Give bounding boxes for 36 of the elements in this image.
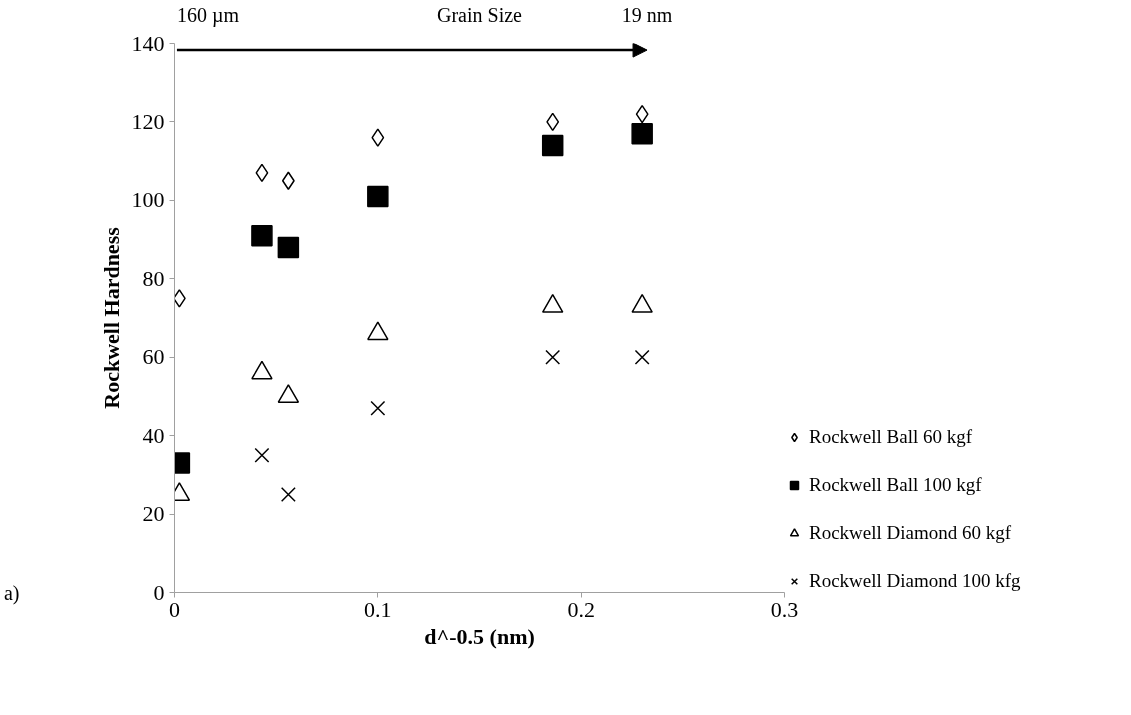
y-tick-label: 80 [142, 265, 165, 291]
point [635, 104, 649, 124]
legend-label: Rockwell Ball 100 kgf [809, 474, 982, 496]
point [631, 122, 653, 145]
y-tick-label: 40 [142, 422, 165, 448]
x-tick-label: 0.2 [567, 596, 595, 622]
point [255, 163, 269, 183]
x-axis-title: d^-0.5 (nm) [424, 623, 535, 649]
point [545, 349, 561, 365]
point [281, 171, 295, 190]
x-tick-label: 0.1 [364, 596, 392, 622]
legend-label: Rockwell Diamond 100 kfg [809, 570, 1021, 592]
legend-label: Rockwell Ball 60 kgf [809, 426, 973, 448]
text: 160 µm [177, 3, 240, 27]
y-tick-label: 140 [131, 30, 165, 56]
legend-label: Rockwell Diamond 60 kgf [809, 522, 1012, 544]
point [371, 128, 385, 147]
y-tick-label: 0 [153, 579, 165, 605]
y-tick-label: 20 [142, 501, 165, 527]
point [254, 447, 270, 463]
text: Grain Size [437, 3, 523, 26]
point [546, 112, 560, 132]
y-tick-label: 100 [131, 187, 165, 213]
point [634, 349, 650, 365]
text: a) [3, 581, 20, 605]
point [370, 400, 386, 416]
y-axis-title: Rockwell Hardness [98, 226, 124, 409]
x-tick-label: 0.3 [770, 596, 799, 622]
point [541, 134, 564, 157]
point [251, 224, 273, 247]
text: 19 nm [621, 3, 673, 26]
y-tick-label: 120 [131, 108, 165, 134]
point [367, 185, 389, 208]
point [280, 487, 296, 502]
y-tick-label: 60 [142, 344, 165, 370]
point [277, 236, 300, 259]
